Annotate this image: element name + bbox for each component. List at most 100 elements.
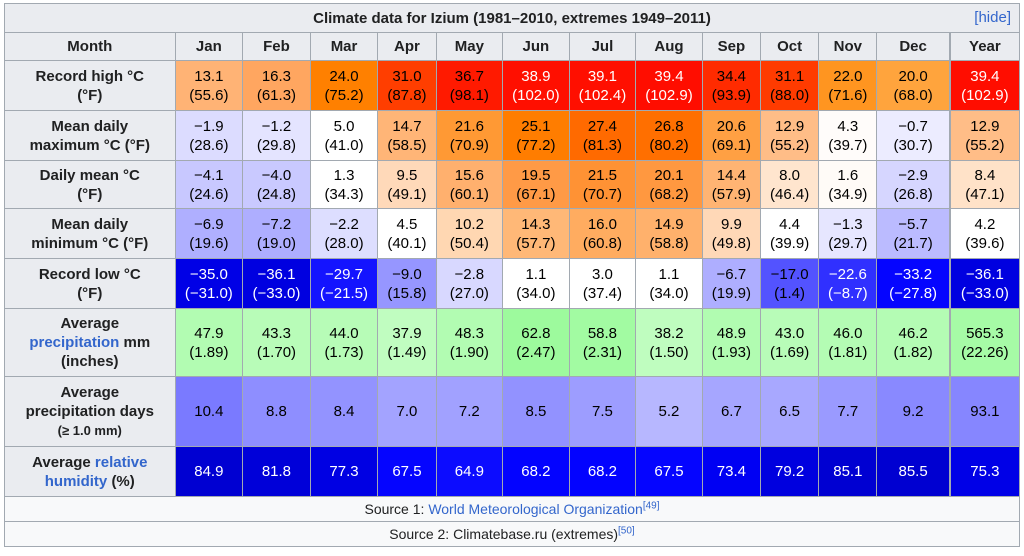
cell-value-c: 43.0 [775, 324, 805, 342]
month-header-oct: Oct [759, 32, 820, 61]
header-row: Month Jan Feb Mar Apr May Jun Jul Aug Se… [4, 32, 1020, 61]
month-header-dec: Dec [876, 32, 951, 61]
month-header-jul: Jul [568, 32, 637, 61]
reference-49-link[interactable]: [49] [642, 500, 660, 512]
cell-value-f: (60.8) [582, 234, 623, 252]
month-header-may: May [435, 32, 504, 61]
cell-value-f: (29.7) [828, 234, 868, 252]
row-label-daily-mean: Daily mean °C (°F) [4, 160, 176, 209]
cell-nov: 4.3 (39.7) [818, 110, 878, 161]
cell-value-c: −36.1 [965, 265, 1004, 283]
cell-value: 8.5 [525, 403, 547, 420]
cell-value-f: (87.8) [387, 86, 427, 104]
cell-value-c: −1.9 [194, 117, 224, 135]
cell-jun: 68.2 [502, 446, 570, 497]
cell-value-c: 37.9 [392, 324, 422, 342]
wmo-link[interactable]: World Meteorological Organization [428, 501, 643, 517]
cell-value-c: 39.4 [654, 67, 684, 85]
cell-value-c: 3.0 [592, 265, 613, 283]
cell-value: 68.2 [521, 463, 551, 480]
cell-aug: 26.8 (80.2) [635, 110, 703, 161]
cell-aug: 67.5 [635, 446, 703, 497]
cell-value-f: (1.69) [770, 343, 810, 361]
cell-value-f: (55.6) [189, 86, 229, 104]
year-header: Year [948, 32, 1020, 61]
cell-value-c: 14.3 [521, 215, 551, 233]
cell-value: 6.7 [720, 403, 742, 420]
cell-jul: 7.5 [568, 376, 637, 447]
cell-jun: 19.5 (67.1) [502, 160, 570, 209]
cell-value-f: (34.0) [649, 284, 689, 302]
cell-value: 67.5 [654, 463, 684, 480]
cell-year: 8.4 (47.1) [948, 160, 1020, 209]
cell-apr: 7.0 [377, 376, 437, 447]
cell-value-c: 26.8 [654, 117, 684, 135]
cell-jun: 8.5 [502, 376, 570, 447]
row-precipitation: Average precipitation mm (inches) 47.9 (1… [4, 308, 1020, 377]
cell-nov: −1.3 (29.7) [818, 208, 878, 259]
cell-value-c: −9.0 [392, 265, 422, 283]
cell-value-f: (34.9) [828, 185, 868, 203]
cell-value-c: 38.9 [521, 67, 551, 85]
cell-jul: 16.0 (60.8) [568, 208, 637, 259]
cell-value-c: 47.9 [194, 324, 224, 342]
cell-value-f: (24.8) [256, 185, 297, 203]
cell-jan: 13.1 (55.6) [174, 60, 244, 111]
cell-dec: −0.7 (30.7) [876, 110, 951, 161]
cell-value-f: (24.6) [189, 185, 229, 203]
cell-value-c: −33.2 [894, 265, 933, 283]
cell-value-f: (28.6) [189, 136, 229, 154]
cell-value-f: (102.0) [512, 86, 560, 104]
precipitation-link[interactable]: precipitation [29, 334, 120, 351]
cell-may: 15.6 (60.1) [435, 160, 504, 209]
row-label-line: (≥ 1.0 mm) [57, 423, 122, 438]
cell-mar: −29.7 (−21.5) [309, 258, 379, 309]
row-label-line: Average [60, 384, 120, 401]
cell-value-f: (1.82) [893, 343, 933, 361]
cell-value-f: (1.89) [189, 343, 229, 361]
cell-value-c: −2.8 [454, 265, 485, 283]
row-record-low: Record low °C (°F) −35.0 (−31.0) −36.1 (−33… [4, 258, 1020, 309]
cell-value-c: 16.3 [261, 67, 292, 85]
cell-value-c: 27.4 [587, 117, 618, 135]
cell-jan: 47.9 (1.89) [174, 308, 244, 377]
cell-value-c: 20.0 [898, 67, 928, 85]
cell-value-c: 12.9 [970, 117, 1000, 135]
cell-value-f: (70.7) [582, 185, 623, 203]
cell-value-c: −4.0 [261, 166, 292, 184]
cell-value-f: (34.3) [324, 185, 364, 203]
cell-value-f: (81.3) [582, 136, 623, 154]
cell-mar: −2.2 (28.0) [309, 208, 379, 259]
cell-year: 75.3 [948, 446, 1020, 497]
humidity-link[interactable]: humidity [44, 472, 108, 490]
cell-jun: 1.1 (34.0) [502, 258, 570, 309]
month-header-jan: Jan [174, 32, 244, 61]
cell-value-f: (−33.0) [252, 284, 301, 302]
source-2: Source 2: Climatebase.ru (extremes)[50] [4, 521, 1020, 547]
cell-may: 36.7 (98.1) [435, 60, 504, 111]
cell-value-f: (49.1) [387, 185, 427, 203]
cell-feb: 43.3 (1.70) [242, 308, 311, 377]
cell-value-f: (1.73) [324, 343, 364, 361]
cell-aug: 14.9 (58.8) [635, 208, 703, 259]
month-header-apr: Apr [377, 32, 437, 61]
cell-value: 84.9 [194, 463, 224, 480]
cell-value-f: (88.0) [770, 86, 810, 104]
cell-sep: 9.9 (49.8) [701, 208, 761, 259]
hide-toggle-link[interactable]: [hide] [974, 9, 1011, 26]
cell-value-f: (75.2) [324, 86, 364, 104]
cell-value-c: −2.9 [898, 166, 928, 184]
cell-value-c: 58.8 [587, 324, 618, 342]
reference-50-link[interactable]: [50] [618, 525, 635, 537]
relative-link[interactable]: relative [94, 453, 148, 471]
row-mean-daily-min: Mean daily minimum °C (°F) −6.9 (19.6) −7.… [4, 208, 1020, 259]
cell-year: 93.1 [948, 376, 1020, 447]
cell-value-f: (1.81) [828, 343, 868, 361]
cell-value: 7.5 [592, 403, 613, 420]
cell-value-f: (47.1) [965, 185, 1005, 203]
cell-value-f: (98.1) [449, 86, 489, 104]
caption-row: Climate data for Izium (1981–2010, extre… [4, 3, 1020, 33]
cell-value-f: (39.7) [828, 136, 868, 154]
cell-value-c: 20.1 [654, 166, 684, 184]
cell-value-f: (1.93) [711, 343, 751, 361]
